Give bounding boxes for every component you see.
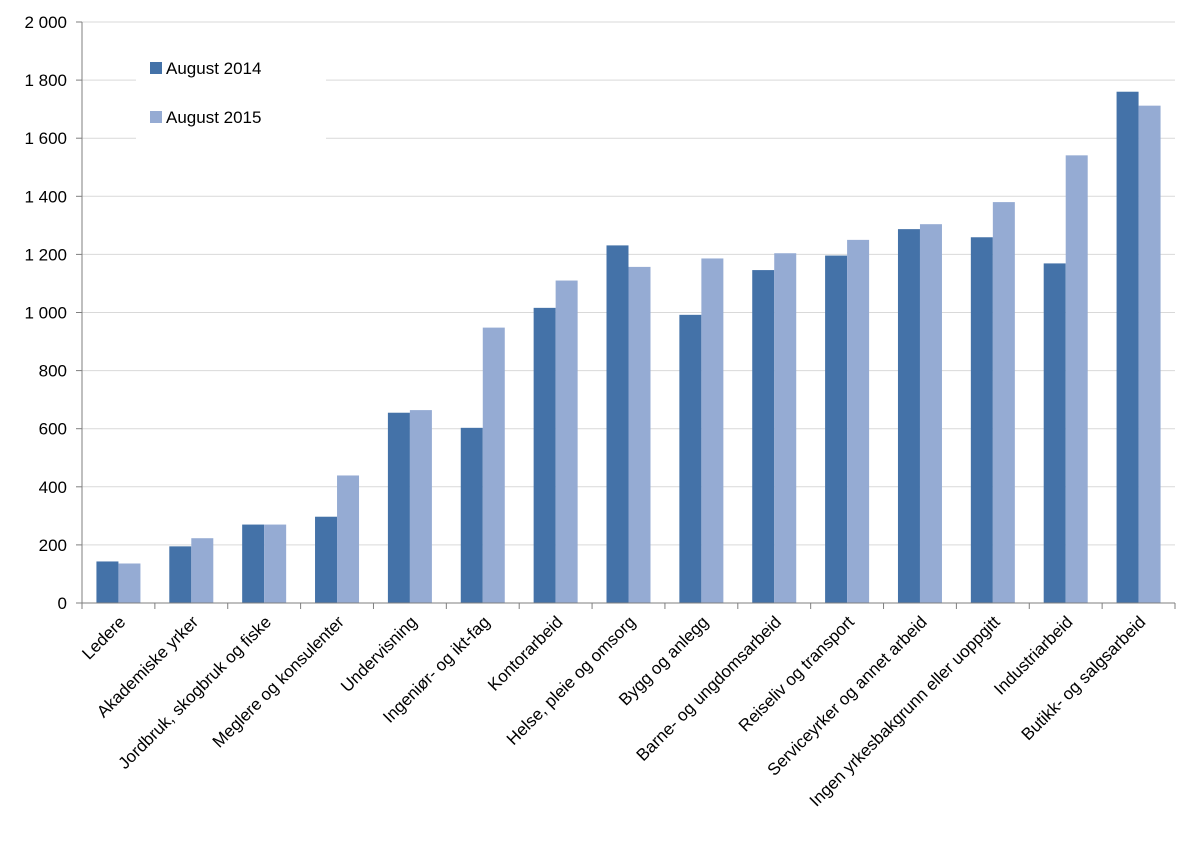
bar-august-2014-12	[970, 237, 993, 603]
bar-august-2014-14	[1116, 91, 1139, 603]
bars	[96, 91, 1161, 604]
legend-swatch-0	[150, 62, 162, 74]
bar-august-2014-13	[1043, 263, 1066, 603]
legend: August 2014 August 2015	[136, 45, 326, 143]
y-tick-label: 200	[39, 536, 67, 555]
y-tick-label: 2 000	[24, 13, 67, 32]
y-tick-label: 800	[39, 362, 67, 381]
legend-swatch-1	[150, 111, 162, 123]
bar-august-2014-9	[752, 270, 775, 603]
bar-august-2014-7	[606, 245, 629, 603]
bar-august-2015-10	[847, 239, 870, 603]
bar-august-2015-13	[1065, 155, 1088, 604]
bar-august-2014-6	[533, 307, 556, 603]
y-tick-label: 400	[39, 478, 67, 497]
bar-august-2014-1	[169, 546, 192, 603]
y-tick-label: 1 400	[24, 187, 67, 206]
legend-background	[136, 45, 326, 143]
bar-august-2015-11	[919, 224, 942, 604]
bar-august-2014-11	[897, 229, 920, 603]
legend-label-0: August 2014	[166, 59, 261, 78]
bar-august-2014-10	[825, 255, 848, 603]
legend-label-1: August 2015	[166, 108, 261, 127]
bar-august-2014-5	[460, 427, 483, 603]
bar-august-2015-14	[1138, 105, 1161, 603]
bar-august-2014-8	[679, 314, 702, 603]
y-tick-label: 1 600	[24, 129, 67, 148]
y-tick-labels: 0 200 400 600 800 1 000 1 200 1 400 1 600 1 800 2 …	[24, 13, 67, 613]
bar-august-2014-3	[315, 516, 338, 603]
bar-august-2015-2	[264, 524, 287, 603]
bar-august-2015-4	[409, 410, 432, 603]
bar-august-2015-12	[992, 202, 1015, 604]
bar-august-2015-6	[555, 280, 578, 603]
bar-august-2015-7	[628, 266, 651, 603]
bar-august-2015-8	[701, 258, 724, 603]
bar-august-2014-4	[387, 412, 410, 603]
bar-august-2015-1	[191, 538, 214, 603]
y-tick-label: 1 200	[24, 245, 67, 264]
y-tick-label: 600	[39, 420, 67, 439]
axes	[76, 21, 1176, 609]
bar-august-2015-9	[774, 253, 797, 603]
bar-august-2014-0	[96, 561, 119, 603]
bar-august-2015-5	[482, 327, 505, 603]
bar-august-2015-3	[337, 475, 360, 603]
y-tick-label: 0	[58, 594, 67, 613]
bar-august-2014-2	[242, 524, 265, 603]
y-tick-label: 1 800	[24, 71, 67, 90]
bar-august-2015-0	[118, 563, 141, 603]
y-tick-label: 1 000	[24, 304, 67, 323]
